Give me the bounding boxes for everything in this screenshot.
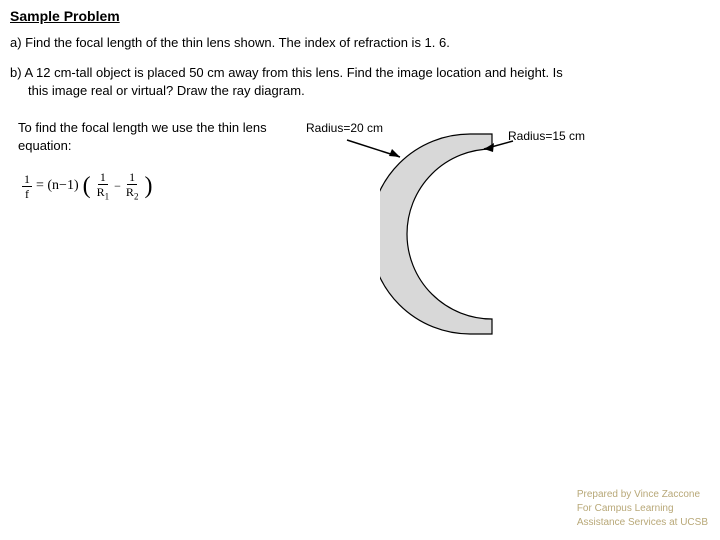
footer-line1: Prepared by Vince Zaccone — [577, 488, 708, 502]
left-paren: ( — [83, 174, 91, 198]
paren-content: 1R1 − 1R2 — [95, 171, 141, 201]
lens-equation: 1f = (n−1) ( 1R1 − 1R2 ) — [18, 171, 270, 201]
lens-diagram: Radius=20 cm Radius=15 cm — [300, 119, 620, 359]
minus-sign: − — [114, 179, 121, 194]
left-column: To find the focal length we use the thin… — [10, 119, 270, 202]
footer-line2: For Campus Learning — [577, 502, 708, 516]
explanation-text: To find the focal length we use the thin… — [18, 119, 270, 155]
equals-sign: = (n−1) — [36, 178, 79, 194]
footer-credit: Prepared by Vince Zaccone For Campus Lea… — [577, 488, 708, 530]
page-title: Sample Problem — [10, 8, 710, 24]
fraction-1r2: 1R2 — [124, 171, 141, 201]
arrow-r2 — [478, 137, 518, 157]
problem-b-line1: b) A 12 cm-tall object is placed 50 cm a… — [10, 65, 563, 80]
fraction-1r1: 1R1 — [95, 171, 112, 201]
content-row: To find the focal length we use the thin… — [10, 119, 710, 359]
arrow-r1 — [342, 135, 412, 165]
problem-b-text: b) A 12 cm-tall object is placed 50 cm a… — [10, 64, 710, 100]
right-paren: ) — [144, 174, 152, 198]
footer-line3: Assistance Services at UCSB — [577, 516, 708, 530]
radius-label-1: Radius=20 cm — [306, 121, 383, 135]
fraction-1f: 1f — [22, 173, 32, 200]
problem-a-text: a) Find the focal length of the thin len… — [10, 34, 710, 52]
problem-b-line2: this image real or virtual? Draw the ray… — [10, 82, 710, 100]
